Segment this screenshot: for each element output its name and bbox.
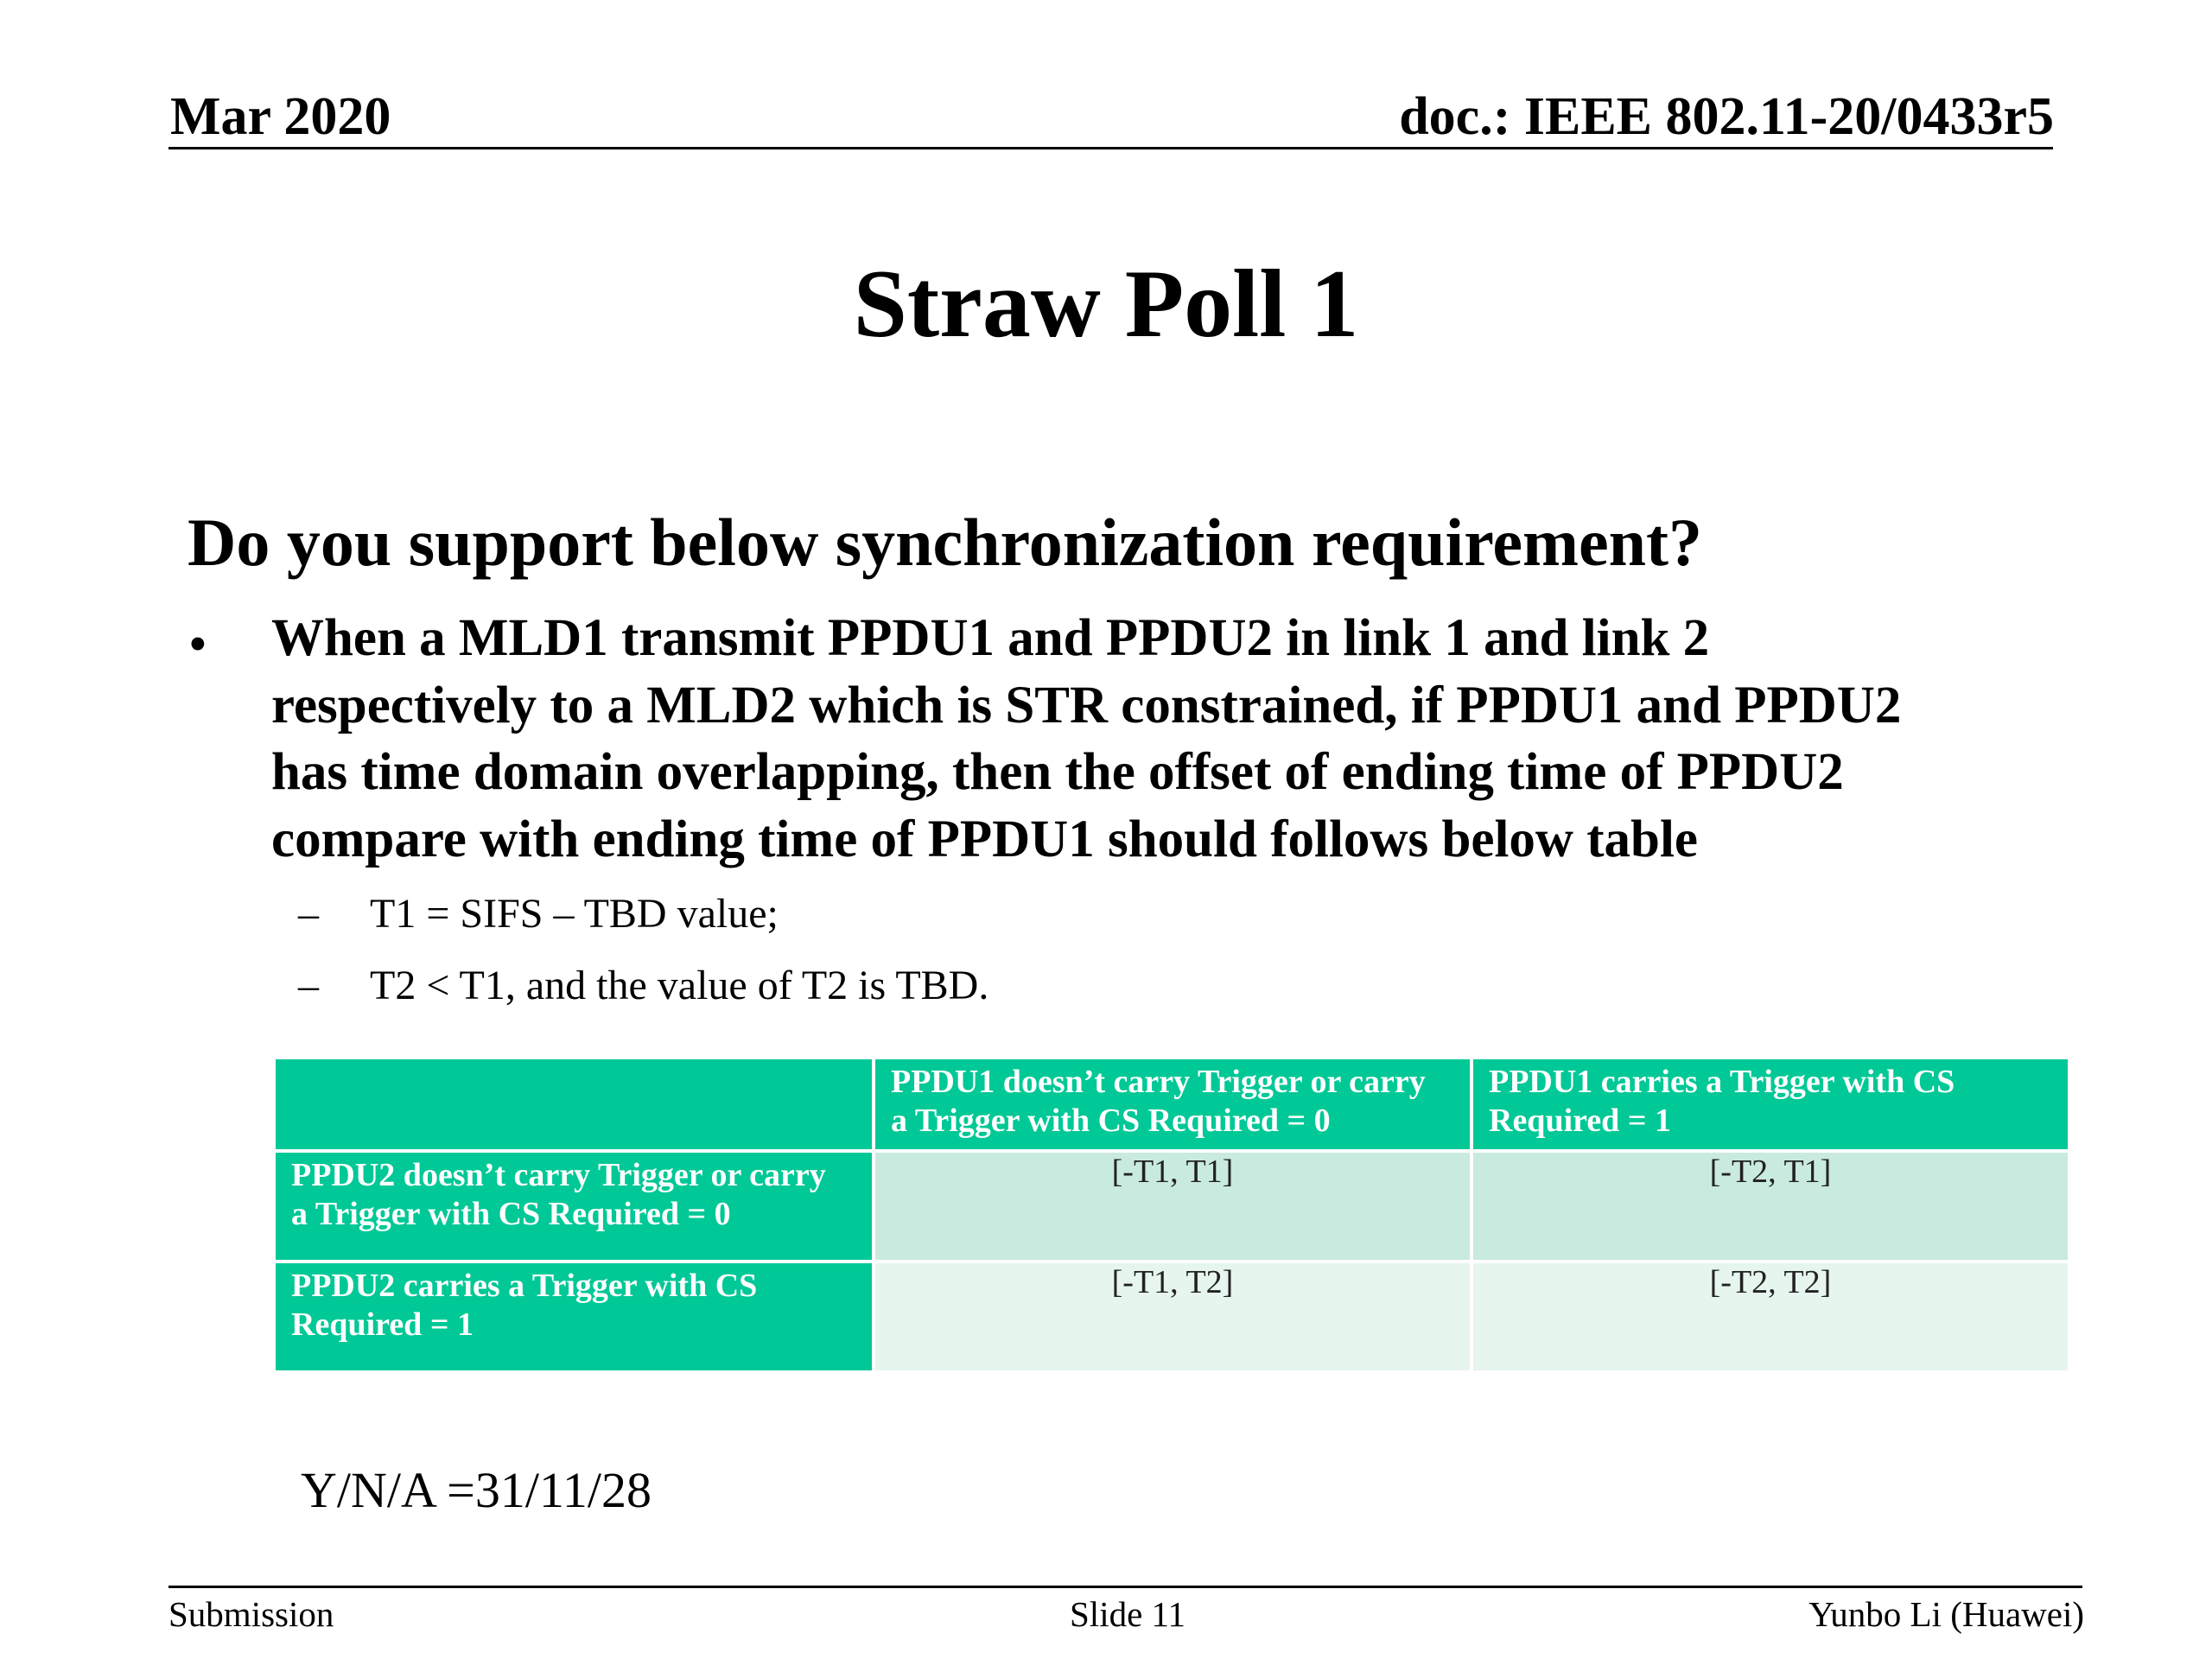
sub-bullet-marker: –	[298, 891, 319, 937]
table-row: PPDU2 carries a Trigger with CS Required…	[276, 1263, 2068, 1370]
table-col-header: PPDU1 carries a Trigger with CS Required…	[1473, 1059, 2068, 1149]
header-line: Required = 1	[1489, 1103, 1671, 1139]
header-line: Required = 1	[291, 1306, 474, 1343]
footer-author: Yunbo Li (Huawei)	[1808, 1594, 2084, 1634]
sub-bullet-text: T1 = SIFS – TBD value;	[370, 891, 779, 937]
header-doc-id: doc.: IEEE 802.11-20/0433r5	[1399, 87, 2054, 146]
table-row-header: PPDU2 doesn’t carry Trigger or carry a T…	[276, 1153, 872, 1260]
slide-title: Straw Poll 1	[853, 251, 1359, 358]
header-line: PPDU2 carries a Trigger with CS	[291, 1268, 758, 1304]
bullet-line: has time domain overlapping, then the of…	[271, 743, 1844, 801]
header-line: PPDU1 carries a Trigger with CS	[1489, 1064, 1955, 1100]
table-cell: [-T2, T1]	[1473, 1153, 2068, 1260]
header-line: a Trigger with CS Required = 0	[291, 1196, 731, 1232]
vote-result: Y/N/A =31/11/28	[301, 1462, 652, 1518]
table-row-header: PPDU2 carries a Trigger with CS Required…	[276, 1263, 872, 1370]
bullet-line: When a MLD1 transmit PPDU1 and PPDU2 in …	[271, 609, 1710, 667]
header-date: Mar 2020	[170, 87, 391, 146]
footer-slide-number: Slide 11	[1070, 1594, 1186, 1634]
footer-divider	[168, 1586, 2082, 1588]
sub-bullet-text: T2 < T1, and the value of T2 is TBD.	[370, 963, 989, 1008]
poll-question: Do you support below synchronization req…	[188, 505, 1702, 580]
bullet-line: compare with ending time of PPDU1 should…	[271, 810, 1698, 868]
header-line: PPDU1 doesn’t carry Trigger or carry	[891, 1064, 1426, 1100]
sub-bullet-marker: –	[298, 963, 319, 1008]
header-divider	[168, 147, 2053, 149]
table-row: PPDU2 doesn’t carry Trigger or carry a T…	[276, 1153, 2068, 1260]
header-line: PPDU2 doesn’t carry Trigger or carry	[291, 1157, 826, 1193]
header-line: a Trigger with CS Required = 0	[891, 1103, 1331, 1139]
table-cell: [-T2, T2]	[1473, 1263, 2068, 1370]
table-header-row: PPDU1 doesn’t carry Trigger or carry a T…	[276, 1059, 2068, 1149]
offset-table: PPDU1 doesn’t carry Trigger or carry a T…	[272, 1056, 2071, 1374]
footer-submission: Submission	[168, 1594, 334, 1634]
table-cell: [-T1, T1]	[875, 1153, 1470, 1260]
table-col-header: PPDU1 doesn’t carry Trigger or carry a T…	[875, 1059, 1470, 1149]
bullet-text: When a MLD1 transmit PPDU1 and PPDU2 in …	[271, 605, 2051, 873]
table-cell: [-T1, T2]	[875, 1263, 1470, 1370]
bullet-marker: •	[188, 615, 207, 674]
table-corner-cell	[276, 1059, 872, 1149]
bullet-line: respectively to a MLD2 which is STR cons…	[271, 676, 1902, 734]
